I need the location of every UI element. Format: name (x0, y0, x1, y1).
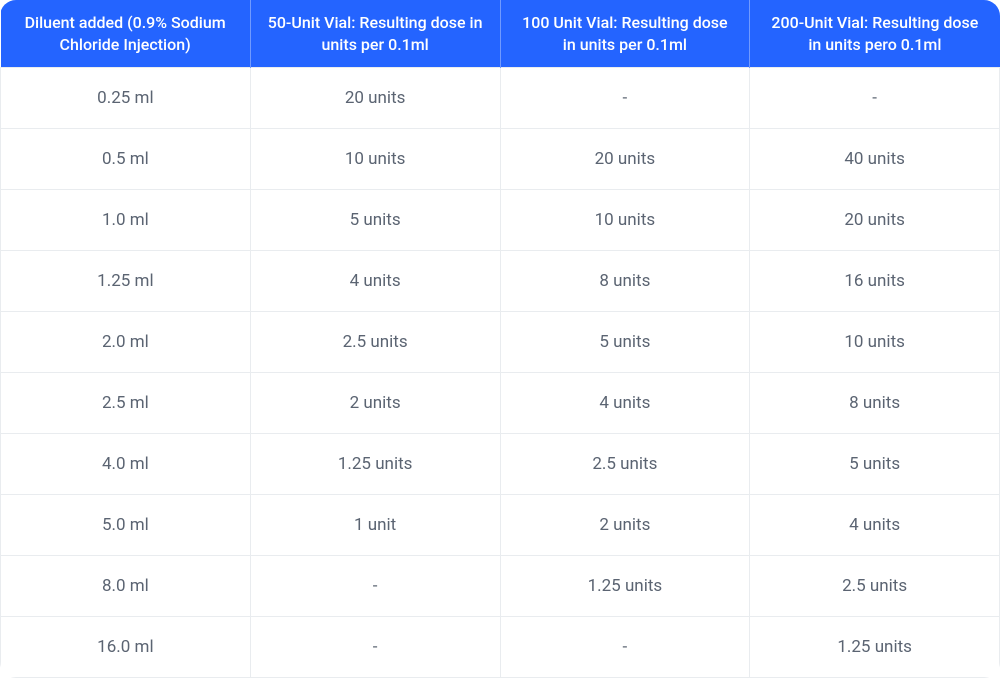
cell: 10 units (250, 129, 500, 190)
cell: 5 units (750, 434, 1000, 495)
cell: 1.25 units (250, 434, 500, 495)
cell: 5.0 ml (1, 494, 251, 555)
cell: 4 units (500, 373, 750, 434)
col-header-50unit: 50-Unit Vial: Resulting dose in units pe… (250, 0, 500, 68)
cell: 20 units (750, 190, 1000, 251)
cell: 40 units (750, 129, 1000, 190)
cell: 2.5 ml (1, 373, 251, 434)
cell: 1.25 units (500, 555, 750, 616)
cell: - (750, 68, 1000, 129)
cell: 2.5 units (500, 434, 750, 495)
cell: 5 units (500, 312, 750, 373)
cell: 0.25 ml (1, 68, 251, 129)
cell: 4.0 ml (1, 434, 251, 495)
table-row: 2.5 ml 2 units 4 units 8 units (1, 373, 1000, 434)
cell: 10 units (500, 190, 750, 251)
table: Diluent added (0.9% Sodium Chloride Inje… (0, 0, 1000, 678)
cell: 1 unit (250, 494, 500, 555)
cell: 4 units (250, 251, 500, 312)
cell: 1.25 units (750, 616, 1000, 677)
cell: 8 units (500, 251, 750, 312)
cell: 1.25 ml (1, 251, 251, 312)
cell: 16.0 ml (1, 616, 251, 677)
table-row: 0.5 ml 10 units 20 units 40 units (1, 129, 1000, 190)
cell: - (250, 616, 500, 677)
col-header-200unit: 200-Unit Vial: Resulting dose in units p… (750, 0, 1000, 68)
col-header-diluent: Diluent added (0.9% Sodium Chloride Inje… (1, 0, 251, 68)
table-header: Diluent added (0.9% Sodium Chloride Inje… (1, 0, 1000, 68)
cell: 8 units (750, 373, 1000, 434)
cell: 20 units (250, 68, 500, 129)
cell: 20 units (500, 129, 750, 190)
table-row: 16.0 ml - - 1.25 units (1, 616, 1000, 677)
table-row: 0.25 ml 20 units - - (1, 68, 1000, 129)
cell: 4 units (750, 494, 1000, 555)
col-header-100unit: 100 Unit Vial: Resulting dose in units p… (500, 0, 750, 68)
dilution-table: Diluent added (0.9% Sodium Chloride Inje… (0, 0, 1000, 678)
cell: 2.0 ml (1, 312, 251, 373)
cell: - (500, 616, 750, 677)
cell: 8.0 ml (1, 555, 251, 616)
cell: 2.5 units (750, 555, 1000, 616)
table-row: 1.0 ml 5 units 10 units 20 units (1, 190, 1000, 251)
table-row: 1.25 ml 4 units 8 units 16 units (1, 251, 1000, 312)
table-row: 4.0 ml 1.25 units 2.5 units 5 units (1, 434, 1000, 495)
table-row: 2.0 ml 2.5 units 5 units 10 units (1, 312, 1000, 373)
table-row: 8.0 ml - 1.25 units 2.5 units (1, 555, 1000, 616)
cell: 2 units (500, 494, 750, 555)
cell: 10 units (750, 312, 1000, 373)
cell: 1.0 ml (1, 190, 251, 251)
cell: - (500, 68, 750, 129)
cell: 0.5 ml (1, 129, 251, 190)
cell: 2 units (250, 373, 500, 434)
cell: 5 units (250, 190, 500, 251)
cell: 2.5 units (250, 312, 500, 373)
cell: - (250, 555, 500, 616)
cell: 16 units (750, 251, 1000, 312)
table-body: 0.25 ml 20 units - - 0.5 ml 10 units 20 … (1, 68, 1000, 678)
table-row: 5.0 ml 1 unit 2 units 4 units (1, 494, 1000, 555)
